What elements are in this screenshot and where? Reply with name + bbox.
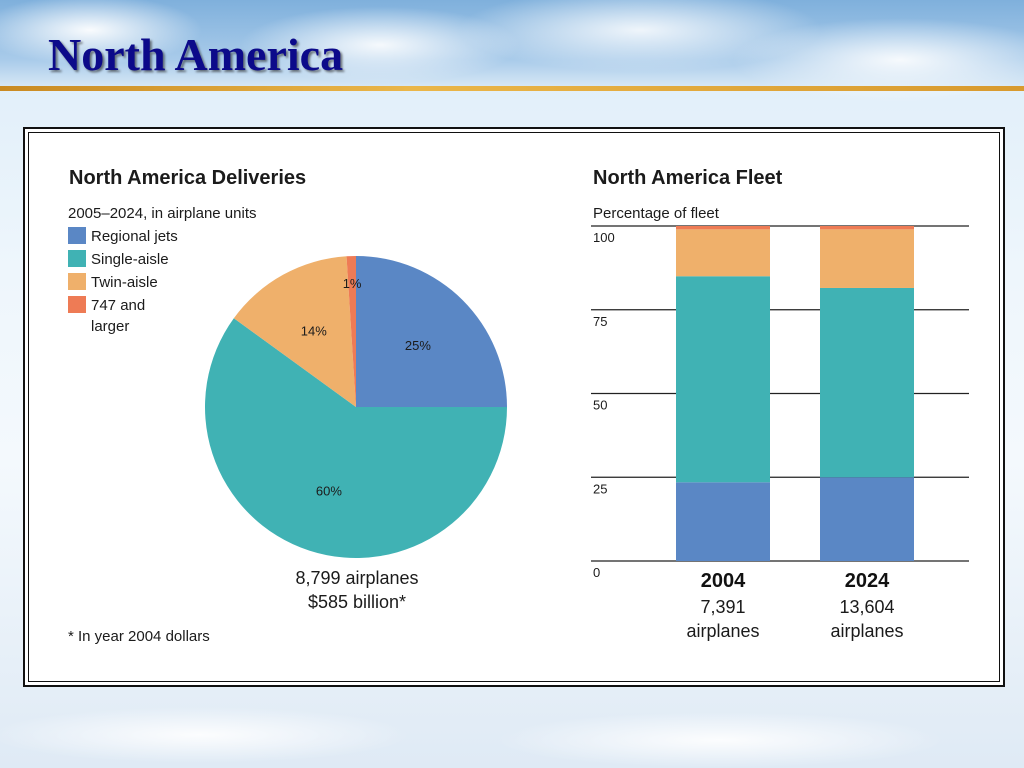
category-label: 2004 — [701, 570, 746, 592]
pie-slice — [204, 318, 507, 558]
legend-label: Single-aisle — [91, 251, 169, 268]
y-tick-label: 25 — [593, 481, 607, 496]
bar-chart: North America Fleet Percentage of fleet … — [591, 167, 969, 641]
pie-slice-label: 1% — [343, 276, 362, 291]
pie-subtitle: 2005–2024, in airplane units — [68, 205, 256, 222]
y-tick-label: 50 — [593, 398, 607, 413]
legend-label: Regional jets — [91, 228, 178, 245]
legend-label: larger — [91, 318, 129, 335]
pie-slice — [356, 256, 507, 407]
y-tick-label: 75 — [593, 314, 607, 329]
bar-title: North America Fleet — [593, 167, 783, 189]
pie-slices — [204, 256, 507, 558]
bar-segment — [820, 229, 914, 288]
pie-summary-count: 8,799 airplanes — [295, 568, 418, 588]
slide-title: North America — [48, 29, 344, 80]
pie-slice-label: 25% — [405, 338, 431, 353]
title-underline — [0, 86, 1024, 91]
category-note: 7,391 — [700, 597, 745, 617]
legend-swatch — [68, 296, 86, 313]
category-note: airplanes — [686, 621, 759, 641]
category-note: 13,604 — [839, 597, 894, 617]
bar-categories: 2004 7,391 airplanes 2024 13,604 airplanes — [686, 570, 903, 641]
category-note: airplanes — [830, 621, 903, 641]
y-tick-label: 100 — [593, 230, 615, 245]
bar-segment — [676, 276, 770, 483]
bar-segment — [820, 226, 914, 230]
legend-swatch — [68, 227, 86, 244]
pie-title: North America Deliveries — [69, 167, 306, 189]
bar-stacks — [676, 226, 914, 561]
category-label: 2024 — [845, 570, 890, 592]
bar-segment — [676, 482, 770, 561]
pie-footnote: * In year 2004 dollars — [68, 628, 210, 645]
bar-y-ticks: 0 25 50 75 100 — [593, 230, 615, 580]
legend-swatch — [68, 273, 86, 290]
charts-canvas: North America Deliveries 2005–2024, in a… — [68, 167, 969, 645]
pie-summary-value: $585 billion* — [308, 592, 406, 612]
legend-label: 747 and — [91, 297, 145, 314]
pie-slice-label: 14% — [301, 323, 327, 338]
y-tick-label: 0 — [593, 565, 600, 580]
chart-panel: North America Deliveries 2005–2024, in a… — [23, 127, 1005, 687]
bar-ylabel: Percentage of fleet — [593, 205, 720, 222]
pie-slice — [346, 256, 356, 407]
bar-segment — [820, 287, 914, 478]
pie-slice-label: 60% — [316, 483, 342, 498]
bar-segment — [676, 226, 770, 230]
pie-slice — [233, 256, 356, 407]
pie-legend: Regional jets Single-aisle Twin-aisle 747 a… — [68, 227, 178, 335]
bar-segment — [820, 477, 914, 561]
pie-chart: North America Deliveries 2005–2024, in a… — [68, 167, 507, 645]
legend-label: Twin-aisle — [91, 274, 158, 291]
pie-labels: 25% 60% 14% 1% — [301, 276, 432, 498]
legend-swatch — [68, 250, 86, 267]
bar-segment — [676, 229, 770, 277]
